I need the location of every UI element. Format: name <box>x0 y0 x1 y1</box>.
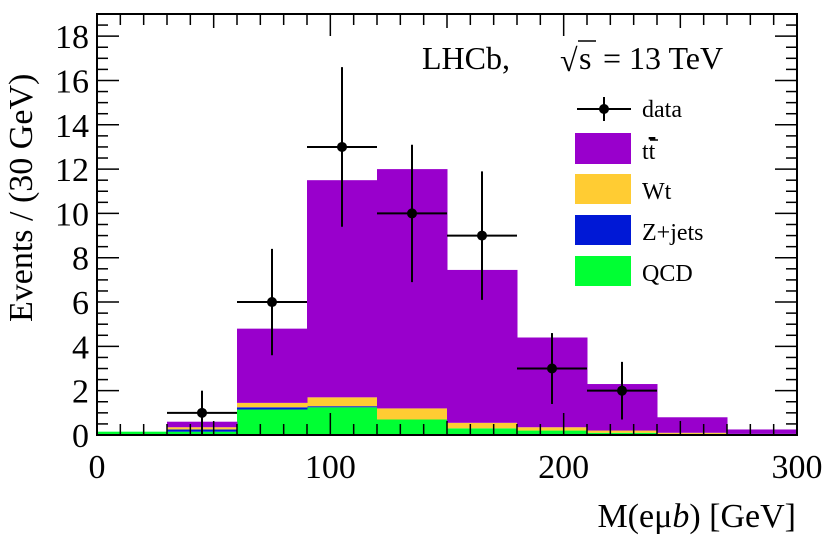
legend-label-wt: Wt <box>642 179 672 205</box>
y-tick-label: 0 <box>72 418 89 455</box>
bar-wt-bin-7 <box>587 430 658 433</box>
x-tick-label: 300 <box>772 449 823 486</box>
data-point-6 <box>617 385 627 396</box>
data-point-5 <box>547 363 557 374</box>
legend-label-qcd: QCD <box>642 261 693 287</box>
bar-wt-bin-6 <box>517 427 588 431</box>
bar-wt-bin-3 <box>307 397 378 407</box>
plot-label-sqrt: √ <box>560 42 578 78</box>
bar-wt-bin-2 <box>237 402 308 408</box>
bar-qcd-bin-6 <box>517 430 588 435</box>
y-tick-label: 4 <box>72 329 89 366</box>
legend-label-zjets: Z+jets <box>642 220 704 246</box>
y-tick-label: 2 <box>72 374 89 411</box>
y-axis-title: Events / (30 GeV) <box>3 74 40 322</box>
bar-qcd-bin-0 <box>97 431 168 435</box>
bar-qcd-bin-5 <box>447 428 518 435</box>
bar-wt-bin-8 <box>657 432 728 434</box>
data-point-0 <box>197 407 207 418</box>
plot-label-energy: = 13 TeV <box>595 40 723 76</box>
x-tick-label: 0 <box>89 449 106 486</box>
data-point-3 <box>407 208 417 219</box>
y-tick-label: 12 <box>55 152 89 189</box>
data-point-4 <box>477 230 487 241</box>
bar-qcd-bin-3 <box>307 407 378 435</box>
x-axis-title: M(eμb) [GeV] <box>597 498 796 535</box>
y-tick-label: 18 <box>55 19 89 56</box>
bar-wt-bin-5 <box>447 422 518 429</box>
y-tick-label: 8 <box>72 241 89 278</box>
legend-swatch-wt <box>575 174 631 204</box>
plot-label-experiment: LHCb, <box>422 40 510 76</box>
data-point-1 <box>267 297 277 308</box>
bar-qcd-bin-4 <box>377 419 448 435</box>
legend-swatch-qcd <box>575 256 631 286</box>
bar-qcd-bin-7 <box>587 432 658 435</box>
legend: data tt Wt Z+jets QCD <box>575 97 704 287</box>
data-points <box>167 67 657 435</box>
bar-tt-bin-8 <box>657 417 728 433</box>
bar-qcd-bin-2 <box>237 409 308 435</box>
y-tick-label: 10 <box>55 196 89 233</box>
y-tick-label: 6 <box>72 285 89 322</box>
legend-data-marker <box>599 104 609 114</box>
bar-zjets-bin-2 <box>237 407 308 410</box>
legend-label-data: data <box>642 97 682 123</box>
x-tick-label: 100 <box>305 449 356 486</box>
axes: 0 100 200 300 0 2 4 6 8 10 12 14 16 18 <box>55 13 823 486</box>
legend-label-ttbar: tt <box>642 139 656 165</box>
y-tick-label: 16 <box>55 63 89 100</box>
plot-label: LHCb, √ s = 13 TeV <box>422 40 723 78</box>
plot-label-s: s <box>579 40 591 76</box>
bar-wt-bin-4 <box>377 408 448 420</box>
y-tick-label: 14 <box>55 108 89 145</box>
legend-swatch-ttbar <box>575 133 631 164</box>
data-point-2 <box>337 141 347 152</box>
x-tick-label: 200 <box>538 449 589 486</box>
bar-tt-bin-9 <box>727 429 798 434</box>
bar-zjets-bin-3 <box>307 406 378 408</box>
legend-swatch-zjets <box>575 215 631 245</box>
